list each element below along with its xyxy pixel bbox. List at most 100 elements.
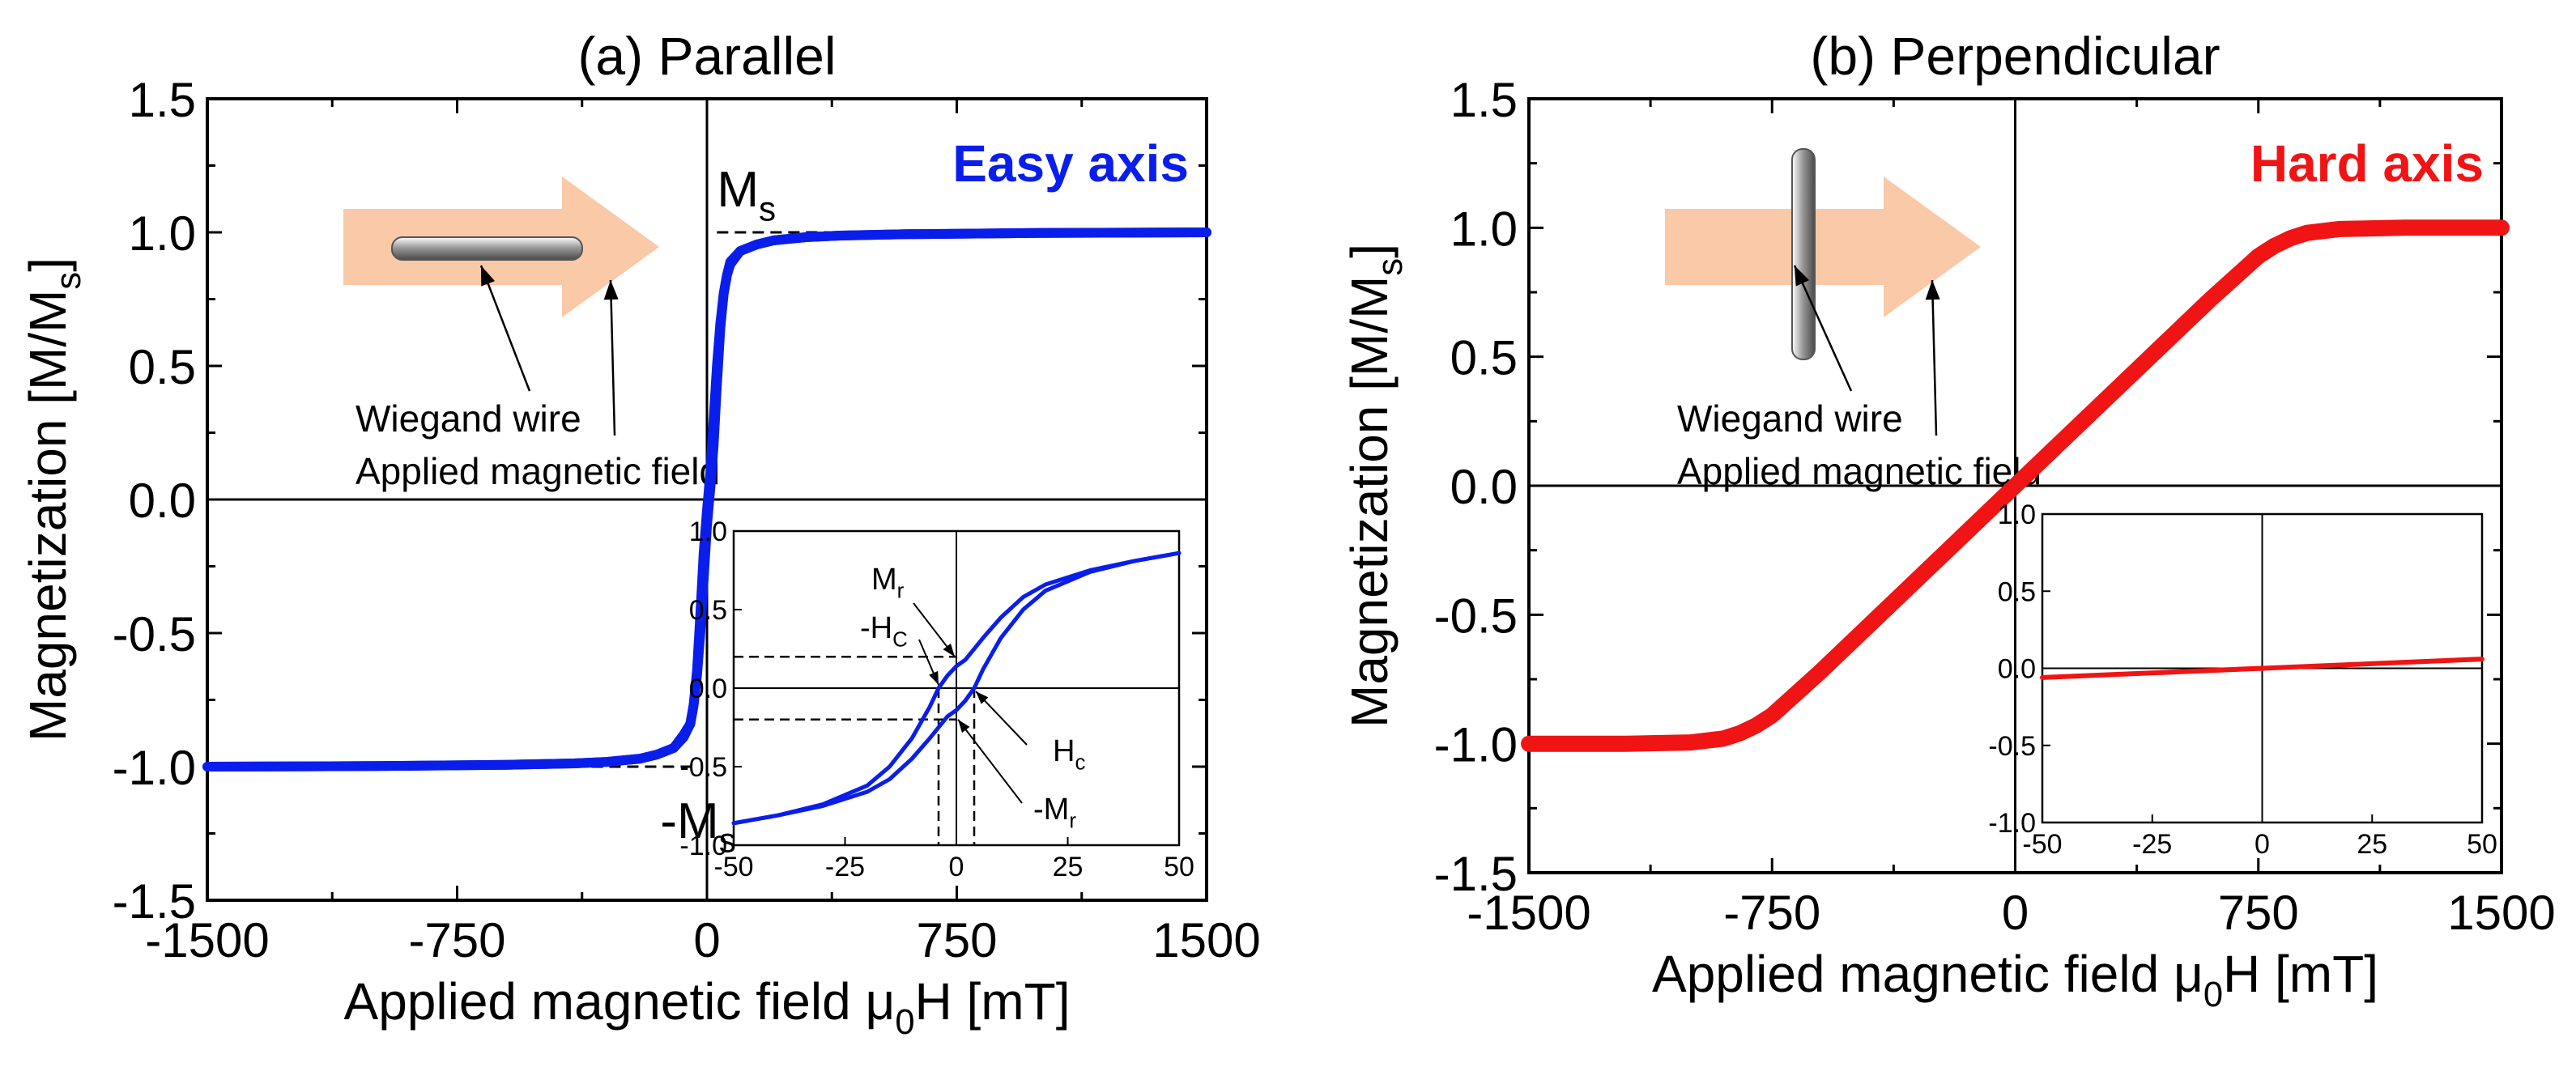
y-axis-label-main: Magnetization [M/M	[19, 290, 77, 742]
inset-x-tick-label: -25	[825, 852, 865, 882]
x-tick-label: 750	[916, 913, 997, 967]
field-pointer-arrow	[1931, 279, 1938, 436]
inset-y-tick-label: -1.0	[679, 831, 727, 861]
inset-x-tick-label: 25	[1053, 852, 1084, 882]
inset-series-ascending-line	[731, 551, 1182, 826]
y-axis-label-sub: s	[1371, 258, 1410, 276]
neg-ms-label-sub: s	[719, 821, 736, 859]
inset-x-tick-label: 50	[1164, 852, 1194, 882]
x-axis-label: Applied magnetic field μ0H [mT]	[344, 972, 1071, 1042]
legend-field-label: Applied magnetic field	[356, 450, 720, 492]
wire-pointer-arrow-head	[481, 266, 496, 287]
hc-pointer-head	[976, 691, 989, 704]
field-pointer-arrow	[609, 279, 616, 436]
inset-x-tick-label: 0	[949, 852, 964, 882]
y-tick-label: 0.5	[129, 340, 196, 394]
inset-x-tick-label: -50	[2022, 829, 2062, 860]
x-tick-label: 1500	[2447, 886, 2555, 940]
inset-neg-mr-label-main: -M	[1033, 793, 1069, 827]
inset-y-tick-label: -1.0	[1988, 808, 2036, 839]
inset-x-tick-label: 25	[2357, 829, 2387, 860]
inset-neg-hc-label: -HC	[860, 611, 908, 652]
y-tick-label: 1.0	[129, 206, 196, 261]
x-tick-label: -750	[1723, 886, 1820, 940]
inset-y-tick-label: 1.0	[1998, 499, 2036, 530]
neg-ms-label: -Ms	[660, 793, 735, 859]
x-tick-label: -1500	[1467, 886, 1590, 940]
inset-y-tick-label: 0.0	[1998, 654, 2036, 685]
field-pointer-arrow-head	[1925, 280, 1940, 300]
y-tick-label: 1.0	[1450, 202, 1518, 256]
ms-label: Ms	[717, 162, 776, 227]
x-axis-label-end: H [mT]	[2223, 945, 2378, 1003]
y-tick-label: -0.5	[113, 607, 196, 661]
chart-title: (b) Perpendicular	[1810, 26, 2220, 86]
legend-wire-label: Wiegand wire	[356, 397, 581, 440]
y-axis-label-end: ]	[19, 257, 77, 272]
field-pointer-arrow-head	[603, 280, 619, 300]
mr-pointer-head	[943, 643, 955, 657]
y-tick-label: 1.5	[1450, 73, 1518, 127]
y-tick-label: -1.5	[1434, 847, 1518, 901]
wire-pointer-arrow	[479, 265, 531, 392]
inset-plot: -1.0 -0.5 0.0 0.5 1.0 -50 -25 0 25 50	[1988, 499, 2497, 860]
ms-label-main: M	[717, 162, 759, 218]
legend-wire-label: Wiegand wire	[1677, 397, 1903, 440]
y-axis-label: Magnetization [M/Ms]	[1340, 244, 1410, 728]
plot-frame	[1527, 97, 2503, 874]
series-descending-line	[202, 227, 1211, 772]
neg-mr-pointer-head	[958, 719, 970, 733]
inset-y-tick-label: -0.5	[1988, 731, 2036, 762]
plot-frame	[206, 97, 1208, 902]
inset-neg-mr-label-sub: r	[1069, 810, 1076, 833]
inset-x-tick-label: -25	[2132, 829, 2172, 860]
wire-pointer-arrow	[1793, 265, 1853, 392]
inset-neg-mr-label: -Mr	[1033, 793, 1076, 833]
wiegand-wire-icon	[391, 236, 583, 261]
y-axis-label-main: Magnetization [M/M	[1340, 276, 1399, 728]
y-axis-label-sub: s	[49, 272, 88, 290]
inset-mr-label-main: M	[871, 563, 897, 597]
y-tick-label: -1.0	[1434, 718, 1518, 772]
inset-y-tick-label: 1.0	[689, 516, 727, 547]
y-axis-label: Magnetization [M/Ms]	[19, 257, 88, 742]
inset-hc-label: Hc	[1053, 734, 1085, 775]
legend-field-label: Applied magnetic field	[1677, 450, 2042, 492]
inset-y-tick-label: 0.0	[689, 674, 727, 704]
inset-y-tick-label: 0.5	[1998, 576, 2036, 607]
inset-y-tick-label: -0.5	[679, 752, 727, 783]
inset-series-magnetization-line	[2040, 657, 2484, 680]
x-tick-label: -1500	[145, 913, 269, 967]
inset-y-tick-label: 0.5	[689, 595, 727, 626]
inset-hc-label-sub: c	[1075, 752, 1085, 775]
series-magnetization-line	[1521, 219, 2510, 752]
panel-perpendicular: (b) Perpendicular -1.5 -1.0 -0.5 0.0 0.5 1.0 1.…	[1340, 26, 2556, 1014]
x-axis-label-sub: 0	[2203, 976, 2223, 1014]
y-tick-label: 1.5	[129, 73, 196, 127]
inset-neg-hc-label-main: -H	[860, 611, 892, 645]
axis-annotation: Hard axis	[2250, 134, 2484, 193]
neg-ms-label-main: -M	[660, 793, 718, 849]
wire-pointer-arrow-head	[1795, 266, 1810, 287]
inset-x-tick-label: 50	[2467, 829, 2497, 860]
panel-parallel: (a) Parallel -1.5 -1.0 -0.5 0.0 0.5 1.0 1.5 -150…	[19, 26, 1261, 1042]
y-tick-label: 0.5	[1450, 331, 1518, 385]
inset-x-tick-label: 0	[2255, 829, 2270, 860]
x-tick-label: 0	[693, 913, 720, 967]
x-tick-label: 1500	[1152, 913, 1260, 967]
y-tick-label: -0.5	[1434, 589, 1518, 643]
x-tick-label: 0	[2002, 886, 2029, 940]
neg-mr-pointer	[957, 719, 1023, 804]
y-tick-label: 0.0	[129, 474, 196, 528]
neg-hc-pointer-head	[929, 670, 939, 685]
inset-series-descending-line	[731, 551, 1182, 826]
x-axis-label-main: Applied magnetic field μ	[1652, 945, 2203, 1003]
x-axis-label-end: H [mT]	[915, 972, 1071, 1031]
x-axis-label-sub: 0	[895, 1003, 914, 1042]
inset-mr-label-sub: r	[897, 580, 905, 603]
axis-annotation: Easy axis	[952, 134, 1189, 193]
y-tick-label: -1.0	[113, 741, 196, 795]
inset-neg-hc-label-sub: C	[892, 629, 908, 652]
